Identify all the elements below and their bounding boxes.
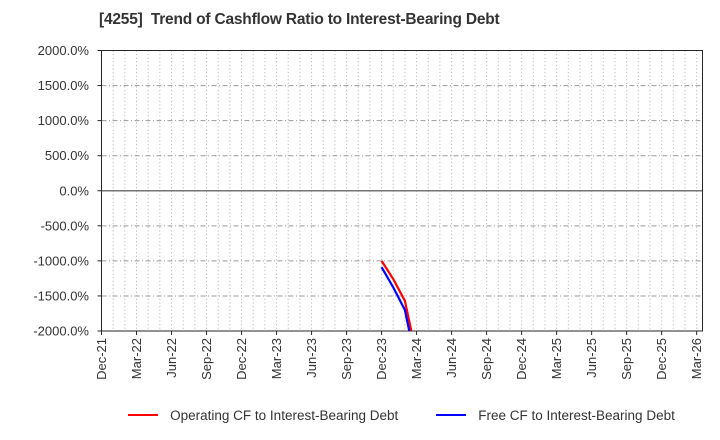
svg-text:1000.0%: 1000.0% [38, 113, 90, 128]
svg-text:Jun-23: Jun-23 [304, 338, 319, 378]
svg-text:Sep-23: Sep-23 [339, 338, 354, 380]
svg-text:1500.0%: 1500.0% [38, 78, 90, 93]
svg-text:-1000.0%: -1000.0% [33, 253, 89, 268]
svg-text:0.0%: 0.0% [59, 183, 89, 198]
horizontal-gridlines [101, 85, 703, 297]
svg-text:Jun-22: Jun-22 [164, 338, 179, 378]
svg-text:Mar-25: Mar-25 [549, 338, 564, 379]
legend-label-operating-cf: Operating CF to Interest-Bearing Debt [170, 407, 399, 423]
chart-title: [4255] Trend of Cashflow Ratio to Intere… [99, 11, 500, 28]
svg-text:2000.0%: 2000.0% [38, 43, 90, 58]
series-line-operating-cf [380, 260, 413, 331]
svg-text:Sep-24: Sep-24 [479, 338, 494, 380]
axis-tick-marks [97, 50, 698, 335]
series-line-free-cf [380, 266, 411, 331]
svg-text:Mar-22: Mar-22 [129, 338, 144, 379]
axis-frame [101, 50, 703, 332]
x-tick-labels: Dec-21 Mar-22 Jun-22 Sep-22 Dec-22 Mar-23 Jun-… [94, 338, 704, 380]
svg-text:Sep-22: Sep-22 [199, 338, 214, 380]
svg-text:500.0%: 500.0% [45, 148, 90, 163]
svg-text:Sep-25: Sep-25 [619, 338, 634, 380]
y-tick-labels: 2000.0% 1500.0% 1000.0% 500.0% 0.0% -500.0% -1… [33, 43, 89, 339]
svg-text:Jun-25: Jun-25 [584, 338, 599, 378]
legend-item-free-cf: Free CF to Interest-Bearing Debt [436, 408, 675, 423]
legend-line-swatch-operating-cf [128, 413, 159, 417]
legend-line-swatch-free-cf [436, 413, 467, 417]
svg-text:Dec-23: Dec-23 [374, 338, 389, 380]
svg-text:Mar-24: Mar-24 [409, 338, 424, 379]
svg-text:Dec-21: Dec-21 [94, 338, 109, 380]
svg-text:Dec-22: Dec-22 [234, 338, 249, 380]
svg-text:-1500.0%: -1500.0% [33, 288, 89, 303]
svg-text:-2000.0%: -2000.0% [33, 324, 89, 339]
svg-text:Mar-26: Mar-26 [689, 338, 704, 379]
chart-legend: Operating CF to Interest-Bearing Debt Fr… [101, 404, 702, 426]
svg-text:Jun-24: Jun-24 [444, 338, 459, 378]
svg-text:Mar-23: Mar-23 [269, 338, 284, 379]
svg-text:-500.0%: -500.0% [41, 218, 90, 233]
svg-text:Dec-25: Dec-25 [654, 338, 669, 380]
legend-item-operating-cf: Operating CF to Interest-Bearing Debt [128, 408, 398, 423]
legend-label-free-cf: Free CF to Interest-Bearing Debt [478, 407, 675, 423]
svg-text:Dec-24: Dec-24 [514, 338, 529, 380]
